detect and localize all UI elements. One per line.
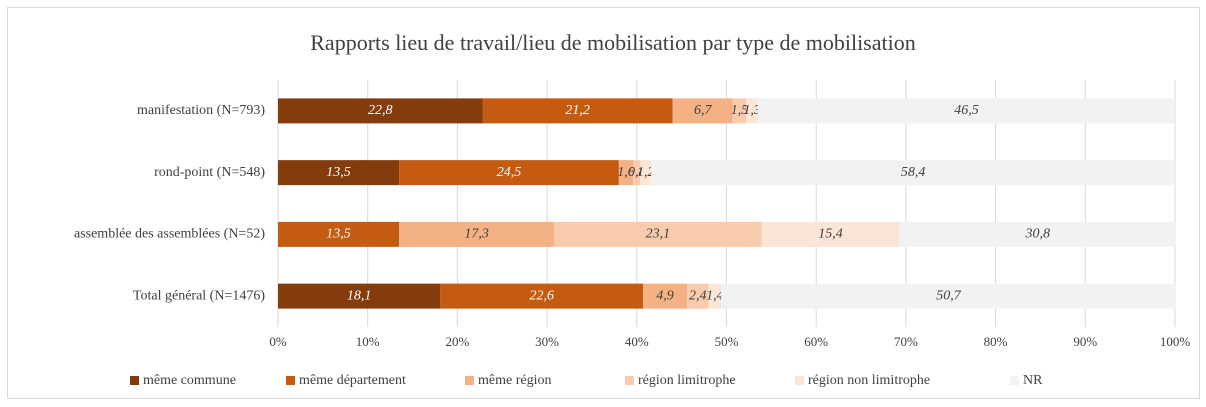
legend-swatch [625, 376, 634, 385]
bar-segment [899, 221, 1176, 247]
data-label: 6,7 [694, 103, 713, 118]
bar-segment [746, 98, 758, 124]
bar-segment [687, 283, 709, 309]
data-label: 17,3 [464, 227, 489, 242]
y-tick-label: rond-point (N=548) [154, 165, 265, 180]
data-label: 1,3 [743, 103, 761, 118]
bar-segment [399, 160, 619, 186]
data-label: 21,2 [565, 103, 590, 118]
x-tick-label: 40% [625, 334, 649, 349]
bar-segment [721, 283, 1176, 309]
bar-segment [618, 160, 634, 186]
data-label: 1,2 [637, 165, 655, 180]
data-label: 58,4 [901, 165, 926, 180]
y-tick-label: manifestation (N=793) [137, 103, 265, 118]
bar-segment [732, 98, 747, 124]
legend-label: NR [1023, 373, 1043, 388]
x-tick-label: 70% [894, 334, 918, 349]
legend-label: région non limitrophe [808, 373, 930, 388]
bar-segment [482, 98, 673, 124]
data-label: 22,8 [368, 103, 393, 118]
data-label: 1,4 [706, 288, 724, 303]
x-tick-label: 60% [804, 334, 828, 349]
data-label: 22,6 [529, 288, 554, 303]
bar-segment [633, 160, 641, 186]
bar-segment [672, 98, 733, 124]
data-label: 2,4 [689, 288, 707, 303]
x-tick-label: 100% [1160, 334, 1191, 349]
y-tick-label: assemblée des assemblées (N=52) [74, 227, 265, 242]
bar-segment [651, 160, 1175, 186]
y-tick-label: Total général (N=1476) [133, 288, 265, 303]
legend-swatch [130, 376, 139, 385]
bar-segment [757, 98, 1175, 124]
x-tick-label: 80% [984, 334, 1008, 349]
data-label: 15,4 [818, 227, 843, 242]
bar-segment [278, 221, 400, 247]
legend-label: même département [299, 373, 406, 388]
legend-swatch [286, 376, 295, 385]
data-label: 46,5 [954, 103, 979, 118]
x-tick-label: 20% [445, 334, 469, 349]
bar-segment [761, 221, 900, 247]
bar-segment [643, 283, 688, 309]
data-label: 13,5 [326, 165, 351, 180]
data-label: 1,5 [731, 103, 749, 118]
bar-segment [278, 160, 400, 186]
data-label: 18,1 [347, 288, 372, 303]
data-label: 4,9 [656, 288, 674, 303]
x-tick-label: 30% [535, 334, 559, 349]
data-label: 1,6 [617, 165, 635, 180]
bar-segment [708, 283, 722, 309]
bar-segment [278, 283, 441, 309]
data-label: 24,5 [497, 165, 522, 180]
legend-label: même commune [143, 373, 236, 388]
x-tick-label: 0% [269, 334, 287, 349]
chart-title: Rapports lieu de travail/lieu de mobilis… [310, 30, 915, 55]
data-label: 13,5 [326, 227, 351, 242]
chart-border [7, 7, 1200, 399]
legend-swatch [1010, 376, 1019, 385]
x-tick-label: 50% [715, 334, 739, 349]
bar-segment [278, 98, 483, 124]
x-tick-label: 10% [356, 334, 380, 349]
bar-segment [554, 221, 762, 247]
bar-segment [399, 221, 555, 247]
bar-segment [440, 283, 644, 309]
x-tick-label: 90% [1073, 334, 1097, 349]
data-label: 30,8 [1025, 227, 1051, 242]
legend-swatch [465, 376, 474, 385]
legend-swatch [795, 376, 804, 385]
legend-label: région limitrophe [638, 373, 736, 388]
data-label: 23,1 [646, 227, 671, 242]
data-label: 50,7 [936, 288, 962, 303]
legend-label: même région [478, 373, 551, 388]
bar-segment [640, 160, 652, 186]
